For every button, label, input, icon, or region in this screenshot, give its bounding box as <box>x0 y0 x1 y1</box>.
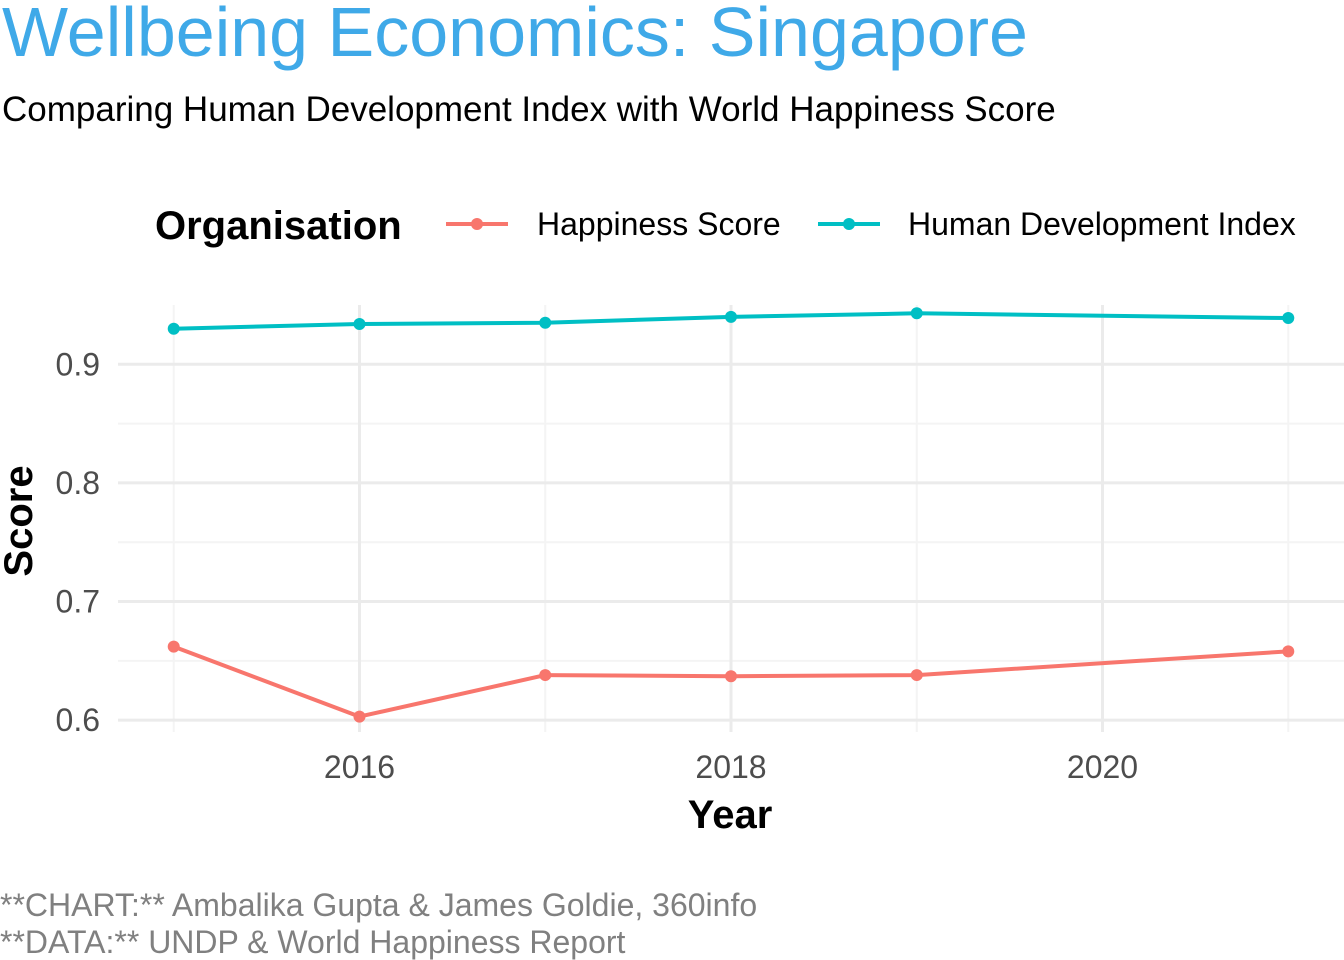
data-point <box>353 317 366 330</box>
data-point <box>167 640 180 653</box>
data-point <box>167 322 180 335</box>
data-point <box>353 710 366 723</box>
x-axis-tick-labels: 2016 2018 2020 <box>324 749 1138 785</box>
y-axis-tick-labels: 0.6 0.7 0.8 0.9 <box>56 346 100 738</box>
y-tick-label: 0.6 <box>56 702 100 738</box>
caption-chart-credit: **CHART:** Ambalika Gupta & James Goldie… <box>0 887 757 923</box>
data-point <box>725 310 737 323</box>
legend-title: Organisation <box>155 204 402 248</box>
x-tick-label: 2018 <box>695 749 766 785</box>
series-line-1 <box>173 311 1289 331</box>
legend-label: Happiness Score <box>537 206 781 242</box>
legend-label: Human Development Index <box>908 206 1296 242</box>
chart-title: Wellbeing Economics: Singapore <box>2 0 1028 71</box>
legend-items: Happiness Score Human Development Index <box>446 206 1296 242</box>
series-points <box>167 307 1295 723</box>
data-point <box>910 669 923 682</box>
x-axis-title: Year <box>688 793 773 837</box>
grid-lines <box>118 305 1344 732</box>
chart-subtitle: Comparing Human Development Index with W… <box>2 90 1056 129</box>
legend-key-point <box>843 218 855 230</box>
x-tick-label: 2020 <box>1067 749 1138 785</box>
data-point <box>539 669 552 682</box>
series-lines <box>173 311 1289 719</box>
legend-key-point <box>471 218 483 230</box>
y-tick-label: 0.8 <box>56 465 100 501</box>
series-line-0 <box>173 644 1289 719</box>
legend: Organisation Happiness Score Human Develo… <box>155 204 1296 248</box>
y-tick-label: 0.9 <box>56 346 100 382</box>
caption-data-source: **DATA:** UNDP & World Happiness Report <box>0 924 626 960</box>
data-point <box>725 670 737 683</box>
y-tick-label: 0.7 <box>56 584 100 620</box>
data-point <box>1282 645 1295 658</box>
data-point <box>910 307 923 320</box>
y-axis-title: Score <box>0 465 41 576</box>
data-point <box>1282 312 1295 325</box>
plot-area <box>118 305 1344 732</box>
x-tick-label: 2016 <box>324 749 395 785</box>
data-point <box>539 316 552 329</box>
